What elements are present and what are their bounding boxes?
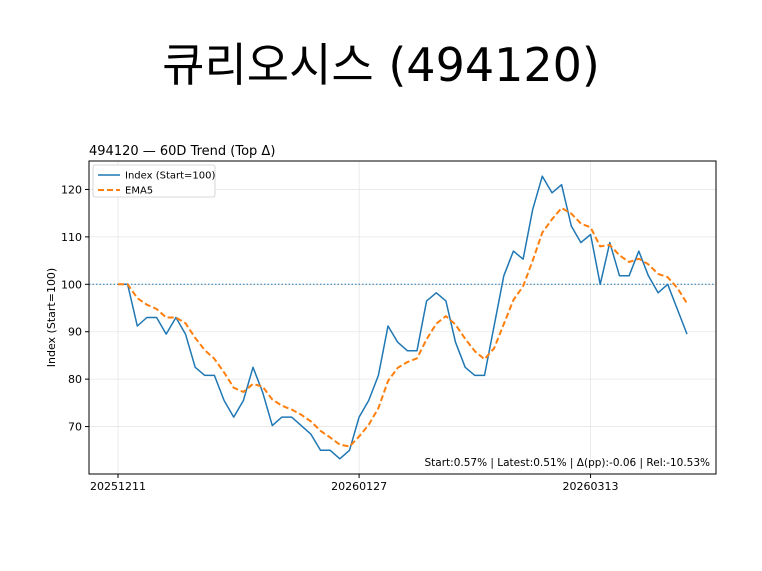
x-tick-label: 20260127 [331,480,387,493]
y-tick-label: 90 [68,326,82,339]
legend: Index (Start=100) EMA5 [92,164,216,198]
y-tick-label: 100 [61,278,82,291]
y-axis-ticks: 70 80 90 100 110 120 [61,183,89,434]
x-axis-ticks: 20251211 20260127 20260313 [90,474,619,493]
legend-box [92,164,216,198]
stats-annotation: Start:0.57% | Latest:0.51% | Δ(pp):-0.06… [425,457,711,469]
y-tick-label: 70 [68,421,82,434]
x-tick-label: 20251211 [90,480,146,493]
y-axis-label: Index (Start=100) [45,268,58,367]
ema5-line [118,207,688,448]
index-line [118,175,688,460]
series-lines [118,175,688,460]
plot-frame [88,160,717,475]
grid-lines [89,161,716,474]
chart-title: 494120 — 60D Trend (Top Δ) [89,144,275,159]
y-tick-label: 110 [61,231,82,244]
y-tick-label: 120 [61,183,82,196]
y-tick-label: 80 [68,373,82,386]
slide-title: 큐리오시스 (494120) [162,38,600,92]
legend-label: Index (Start=100) [125,171,216,182]
x-tick-label: 20260313 [563,480,619,493]
legend-label: EMA5 [125,186,153,197]
